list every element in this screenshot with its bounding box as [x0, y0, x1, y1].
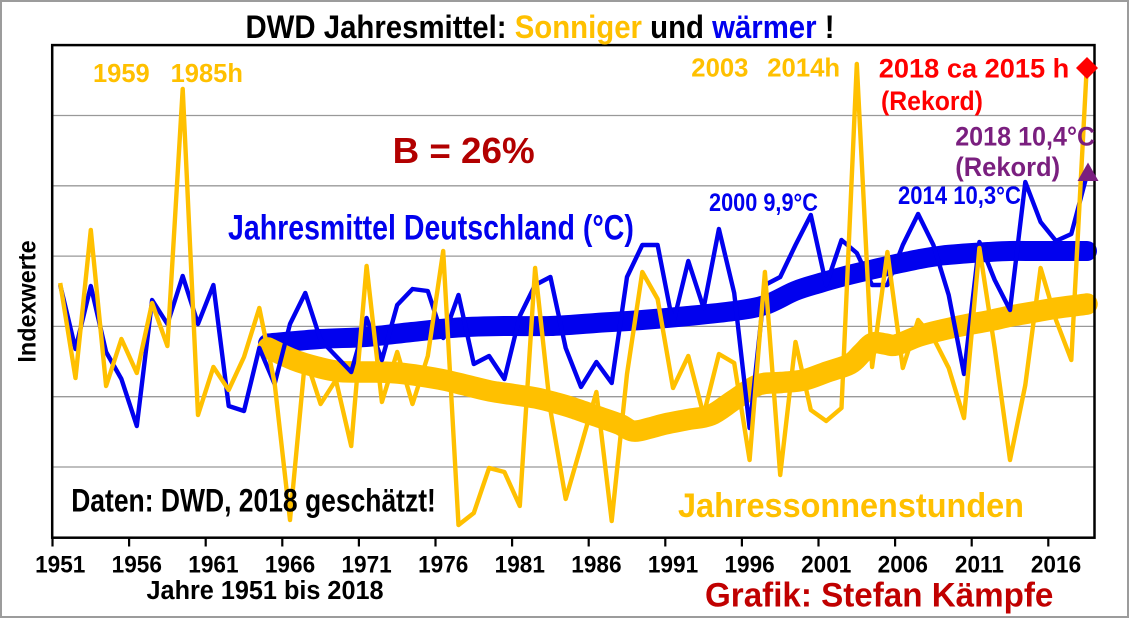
- svg-text:DWD Jahresmittel: Sonniger und: DWD Jahresmittel: Sonniger und wärmer !: [245, 9, 834, 45]
- svg-text:2001: 2001: [801, 551, 851, 578]
- svg-text:2018 10,4°C: 2018 10,4°C: [955, 121, 1095, 152]
- svg-text:2014 10,3°C: 2014 10,3°C: [898, 182, 1021, 210]
- svg-text:1986: 1986: [571, 551, 621, 578]
- svg-text:B = 26%: B = 26%: [393, 130, 535, 171]
- svg-text:(Rekord): (Rekord): [881, 87, 983, 116]
- svg-text:2000 9,9°C: 2000 9,9°C: [709, 189, 818, 217]
- svg-text:1966: 1966: [265, 551, 315, 578]
- svg-text:Indexwerte: Indexwerte: [14, 240, 42, 362]
- svg-text:1991: 1991: [648, 551, 698, 578]
- svg-text:2011: 2011: [955, 551, 1004, 578]
- svg-text:1961: 1961: [188, 551, 238, 578]
- svg-text:Daten: DWD, 2018 geschätzt!: Daten: DWD, 2018 geschätzt!: [71, 483, 436, 519]
- svg-text:(Rekord): (Rekord): [955, 152, 1060, 183]
- svg-text:1971: 1971: [341, 551, 391, 578]
- svg-text:1996: 1996: [724, 551, 774, 578]
- svg-text:2006: 2006: [878, 551, 928, 578]
- svg-text:2018 ca 2015 h: 2018 ca 2015 h: [879, 53, 1069, 84]
- svg-text:Jahre 1951 bis 2018: Jahre 1951 bis 2018: [147, 577, 384, 605]
- svg-text:1981: 1981: [495, 551, 545, 578]
- svg-text:Jahressonnenstunden: Jahressonnenstunden: [678, 487, 1024, 525]
- svg-text:1951: 1951: [35, 551, 85, 578]
- svg-text:2016: 2016: [1031, 551, 1081, 578]
- svg-text:Grafik: Stefan Kämpfe: Grafik: Stefan Kämpfe: [705, 577, 1053, 614]
- svg-text:Jahresmittel Deutschland (°C): Jahresmittel Deutschland (°C): [228, 208, 634, 247]
- svg-text:1956: 1956: [112, 551, 162, 578]
- svg-text:1976: 1976: [418, 551, 468, 578]
